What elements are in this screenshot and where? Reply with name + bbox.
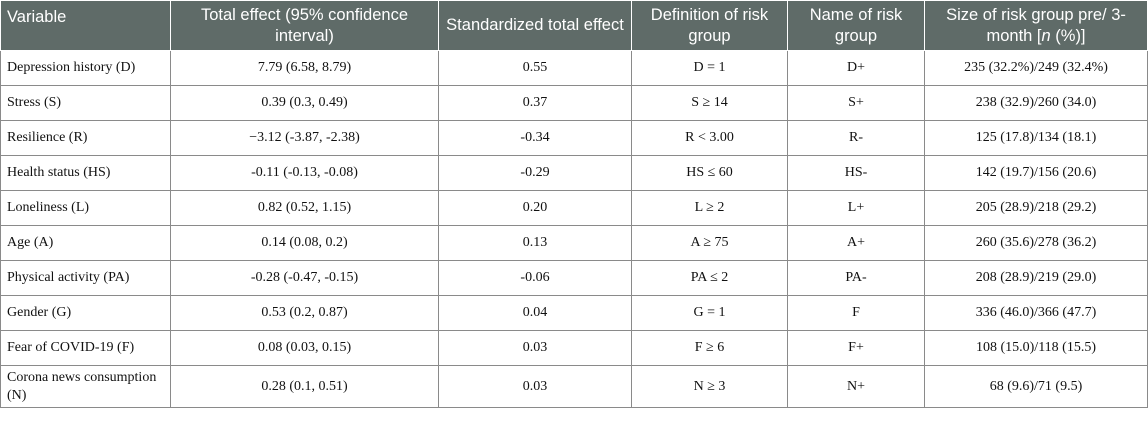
cell-definition: PA ≤ 2 [631, 260, 788, 296]
cell-definition: S ≥ 14 [631, 85, 788, 121]
cell-risk-group-size: 260 (35.6)/278 (36.2) [924, 225, 1148, 261]
table-row: Stress (S) 0.39 (0.3, 0.49) 0.37 S ≥ 14 S+ 23… [0, 85, 1148, 121]
cell-total-effect: -0.11 (-0.13, -0.08) [170, 155, 439, 191]
header-standardized-total-effect: Standardized total effect [438, 0, 632, 51]
cell-risk-group-name: A+ [787, 225, 925, 261]
cell-variable: Gender (G) [0, 295, 171, 331]
cell-variable: Fear of COVID-19 (F) [0, 330, 171, 366]
cell-total-effect: −3.12 (-3.87, -2.38) [170, 120, 439, 156]
cell-standardized-effect: 0.13 [438, 225, 632, 261]
header-total-effect: Total effect (95% confidence interval) [170, 0, 439, 51]
table-row: Physical activity (PA) -0.28 (-0.47, -0.1… [0, 260, 1148, 296]
cell-variable: Resilience (R) [0, 120, 171, 156]
header-name-of-risk-group: Name of risk group [787, 0, 925, 51]
cell-risk-group-size: 125 (17.8)/134 (18.1) [924, 120, 1148, 156]
cell-risk-group-name: D+ [787, 50, 925, 86]
header-variable: Variable [0, 0, 171, 51]
cell-definition: N ≥ 3 [631, 365, 788, 408]
header-size-prefix: Size of risk group pre/ 3-month [n (%)] [946, 5, 1126, 45]
cell-standardized-effect: 0.55 [438, 50, 632, 86]
cell-risk-group-name: PA- [787, 260, 925, 296]
cell-standardized-effect: 0.03 [438, 330, 632, 366]
cell-risk-group-size: 205 (28.9)/218 (29.2) [924, 190, 1148, 226]
cell-risk-group-size: 238 (32.9)/260 (34.0) [924, 85, 1148, 121]
cell-standardized-effect: 0.37 [438, 85, 632, 121]
cell-variable: Age (A) [0, 225, 171, 261]
header-definition-of-risk-group: Definition of risk group [631, 0, 788, 51]
cell-total-effect: 0.08 (0.03, 0.15) [170, 330, 439, 366]
cell-definition: F ≥ 6 [631, 330, 788, 366]
header-row: Variable Total effect (95% confidence in… [0, 0, 1148, 51]
cell-standardized-effect: -0.29 [438, 155, 632, 191]
cell-risk-group-size: 235 (32.2%)/249 (32.4%) [924, 50, 1148, 86]
cell-total-effect: 0.28 (0.1, 0.51) [170, 365, 439, 408]
cell-definition: L ≥ 2 [631, 190, 788, 226]
cell-variable: Corona news consumption (N) [0, 365, 171, 408]
table-header: Variable Total effect (95% confidence in… [0, 0, 1148, 51]
cell-definition: R < 3.00 [631, 120, 788, 156]
cell-risk-group-name: HS- [787, 155, 925, 191]
cell-risk-group-size: 142 (19.7)/156 (20.6) [924, 155, 1148, 191]
cell-definition: G = 1 [631, 295, 788, 331]
cell-definition: A ≥ 75 [631, 225, 788, 261]
cell-total-effect: 0.14 (0.08, 0.2) [170, 225, 439, 261]
cell-variable: Stress (S) [0, 85, 171, 121]
risk-group-table: Variable Total effect (95% confidence in… [0, 0, 1148, 408]
cell-variable: Loneliness (L) [0, 190, 171, 226]
cell-risk-group-size: 68 (9.6)/71 (9.5) [924, 365, 1148, 408]
cell-risk-group-name: F+ [787, 330, 925, 366]
table-row: Age (A) 0.14 (0.08, 0.2) 0.13 A ≥ 75 A+ 260 (… [0, 225, 1148, 261]
cell-risk-group-name: S+ [787, 85, 925, 121]
cell-total-effect: 7.79 (6.58, 8.79) [170, 50, 439, 86]
cell-variable: Health status (HS) [0, 155, 171, 191]
table-body: Depression history (D) 7.79 (6.58, 8.79) 0… [0, 50, 1148, 408]
cell-total-effect: 0.82 (0.52, 1.15) [170, 190, 439, 226]
cell-definition: HS ≤ 60 [631, 155, 788, 191]
cell-risk-group-name: R- [787, 120, 925, 156]
cell-standardized-effect: -0.34 [438, 120, 632, 156]
table-row: Depression history (D) 7.79 (6.58, 8.79) 0… [0, 50, 1148, 86]
cell-total-effect: -0.28 (-0.47, -0.15) [170, 260, 439, 296]
cell-definition: D = 1 [631, 50, 788, 86]
cell-variable: Physical activity (PA) [0, 260, 171, 296]
cell-total-effect: 0.53 (0.2, 0.87) [170, 295, 439, 331]
table-row: Fear of COVID-19 (F) 0.08 (0.03, 0.15) 0.0… [0, 330, 1148, 366]
cell-risk-group-size: 108 (15.0)/118 (15.5) [924, 330, 1148, 366]
table-row: Loneliness (L) 0.82 (0.52, 1.15) 0.20 L ≥ 2… [0, 190, 1148, 226]
cell-standardized-effect: -0.06 [438, 260, 632, 296]
cell-standardized-effect: 0.20 [438, 190, 632, 226]
cell-risk-group-name: F [787, 295, 925, 331]
cell-risk-group-size: 336 (46.0)/366 (47.7) [924, 295, 1148, 331]
cell-variable: Depression history (D) [0, 50, 171, 86]
cell-risk-group-name: N+ [787, 365, 925, 408]
cell-standardized-effect: 0.04 [438, 295, 632, 331]
header-size-of-risk-group: Size of risk group pre/ 3-month [n (%)] [924, 0, 1148, 51]
cell-risk-group-size: 208 (28.9)/219 (29.0) [924, 260, 1148, 296]
cell-standardized-effect: 0.03 [438, 365, 632, 408]
cell-risk-group-name: L+ [787, 190, 925, 226]
table-row: Health status (HS) -0.11 (-0.13, -0.08) -0… [0, 155, 1148, 191]
cell-total-effect: 0.39 (0.3, 0.49) [170, 85, 439, 121]
table-row: Gender (G) 0.53 (0.2, 0.87) 0.04 G = 1 F 336 … [0, 295, 1148, 331]
table-row: Resilience (R) −3.12 (-3.87, -2.38) -0.34 R… [0, 120, 1148, 156]
table-row: Corona news consumption (N) 0.28 (0.1, 0.… [0, 365, 1148, 408]
